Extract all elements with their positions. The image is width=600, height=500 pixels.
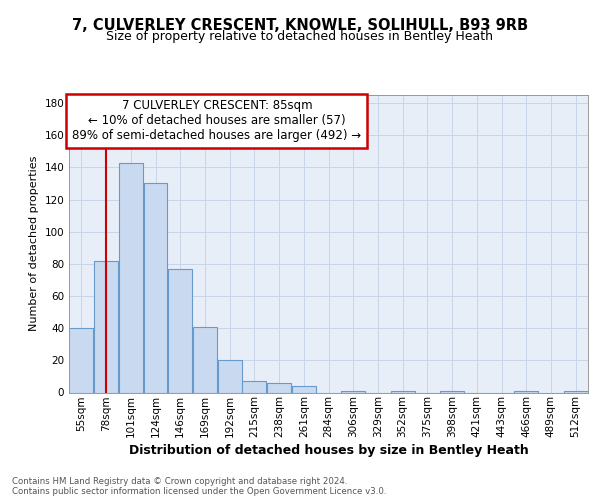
Bar (391, 391, 415, 392)
Text: Size of property relative to detached houses in Bentley Heath: Size of property relative to detached ho… (107, 30, 493, 43)
Text: Contains HM Land Registry data © Crown copyright and database right 2024.
Contai: Contains HM Land Registry data © Crown c… (12, 476, 386, 496)
Bar (168, 268, 192, 392)
Bar (242, 381, 266, 392)
Bar (341, 391, 365, 392)
Bar (143, 184, 167, 392)
Bar (119, 162, 143, 392)
Bar (514, 391, 538, 392)
X-axis label: Distribution of detached houses by size in Bentley Heath: Distribution of detached houses by size … (128, 444, 529, 458)
Bar (94, 260, 118, 392)
Bar (193, 326, 217, 392)
Bar (218, 360, 242, 392)
Y-axis label: Number of detached properties: Number of detached properties (29, 156, 39, 332)
Text: 7 CULVERLEY CRESCENT: 85sqm
← 10% of detached houses are smaller (57)
89% of sem: 7 CULVERLEY CRESCENT: 85sqm ← 10% of det… (73, 100, 361, 142)
Bar (70, 328, 94, 392)
Bar (440, 391, 464, 392)
Bar (563, 391, 587, 392)
Bar (292, 386, 316, 392)
Text: 7, CULVERLEY CRESCENT, KNOWLE, SOLIHULL, B93 9RB: 7, CULVERLEY CRESCENT, KNOWLE, SOLIHULL,… (72, 18, 528, 32)
Bar (267, 383, 291, 392)
